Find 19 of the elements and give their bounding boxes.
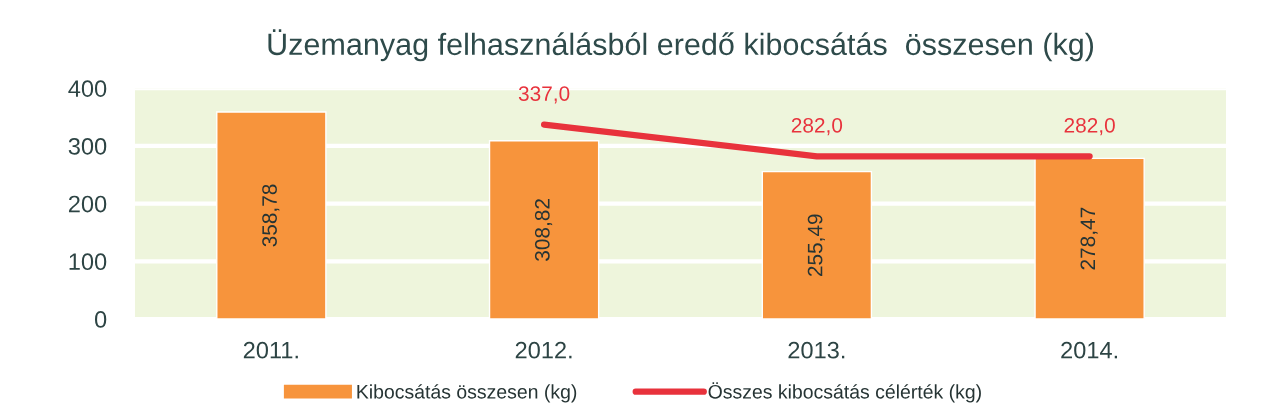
y-tick-label: 0 [94, 311, 107, 328]
data-label: 282,0 [1064, 117, 1115, 136]
data-label: 308,82 [534, 199, 553, 261]
y-tick-label: 400 [68, 80, 107, 97]
data-label: 278,47 [1080, 207, 1098, 270]
y-tick-label: 200 [68, 195, 107, 213]
data-label: 282,0 [791, 117, 843, 136]
legend-label: Kibocsátás összesen (kg) [357, 384, 577, 403]
legend-label: Összes kibocsátás célérték (kg) [708, 382, 981, 403]
y-tick-label: 100 [69, 253, 107, 271]
x-tick-label: 2011. [243, 341, 298, 359]
x-tick-label: 2013. [788, 341, 845, 359]
data-label: 337,0 [518, 86, 570, 104]
data-label: 358,78 [262, 184, 280, 247]
data-label: 255,49 [807, 214, 825, 277]
x-tick-label: 2014. [1061, 341, 1118, 359]
chart-title: Üzemanyag felhasználásból eredő kibocsátás összesen (kg) [268, 29, 1094, 62]
y-tick-label: 300 [68, 137, 107, 155]
x-tick-label: 2012. [515, 341, 572, 359]
